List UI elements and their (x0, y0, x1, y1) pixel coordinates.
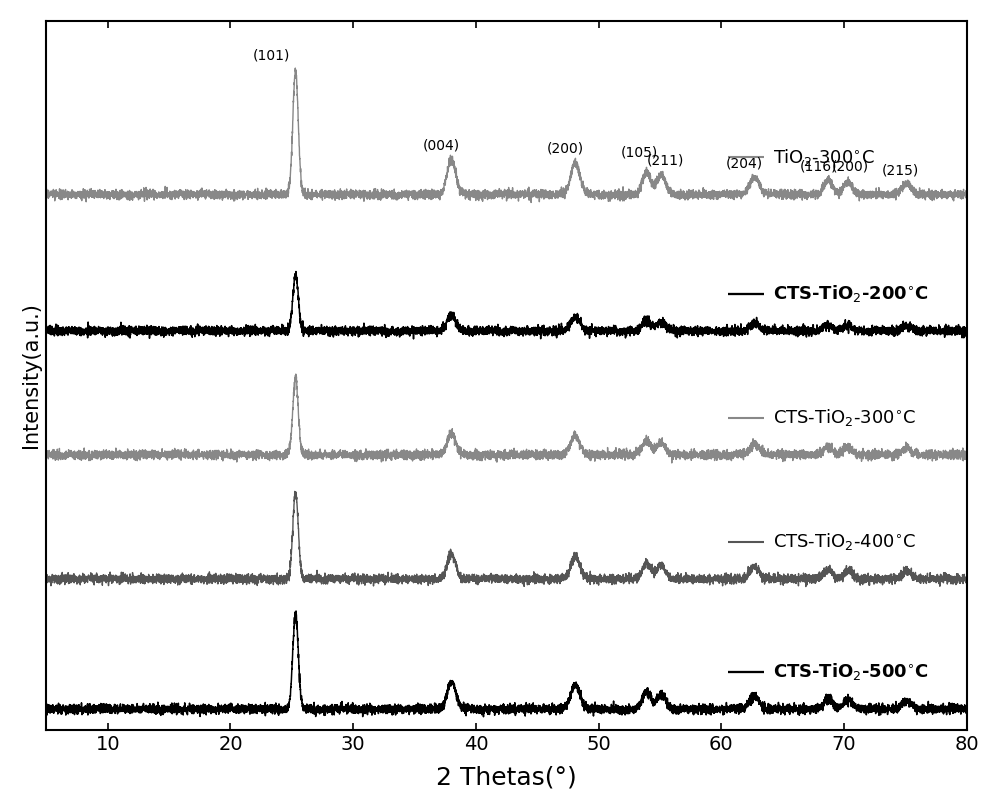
Text: CTS-TiO$_2$-500$^{\circ}$C: CTS-TiO$_2$-500$^{\circ}$C (773, 662, 929, 682)
Text: (211): (211) (646, 153, 684, 167)
Y-axis label: Intensity(a.u.): Intensity(a.u.) (21, 303, 41, 449)
Text: (204): (204) (726, 157, 763, 171)
X-axis label: 2 Thetas(°): 2 Thetas(°) (436, 765, 577, 789)
Text: CTS-TiO$_2$-300$^{\circ}$C: CTS-TiO$_2$-300$^{\circ}$C (773, 407, 916, 428)
Text: (215): (215) (882, 163, 919, 177)
Text: (200): (200) (547, 142, 584, 156)
Text: CTS-TiO$_2$-200$^{\circ}$C: CTS-TiO$_2$-200$^{\circ}$C (773, 284, 929, 305)
Text: CTS-TiO$_2$-400$^{\circ}$C: CTS-TiO$_2$-400$^{\circ}$C (773, 531, 916, 552)
Text: (116): (116) (800, 160, 837, 173)
Text: (101): (101) (252, 49, 290, 62)
Text: (105): (105) (621, 146, 658, 160)
Text: (004): (004) (423, 139, 460, 153)
Text: TiO$_2$-300$^{\circ}$C: TiO$_2$-300$^{\circ}$C (773, 147, 875, 168)
Text: (200): (200) (832, 160, 869, 174)
